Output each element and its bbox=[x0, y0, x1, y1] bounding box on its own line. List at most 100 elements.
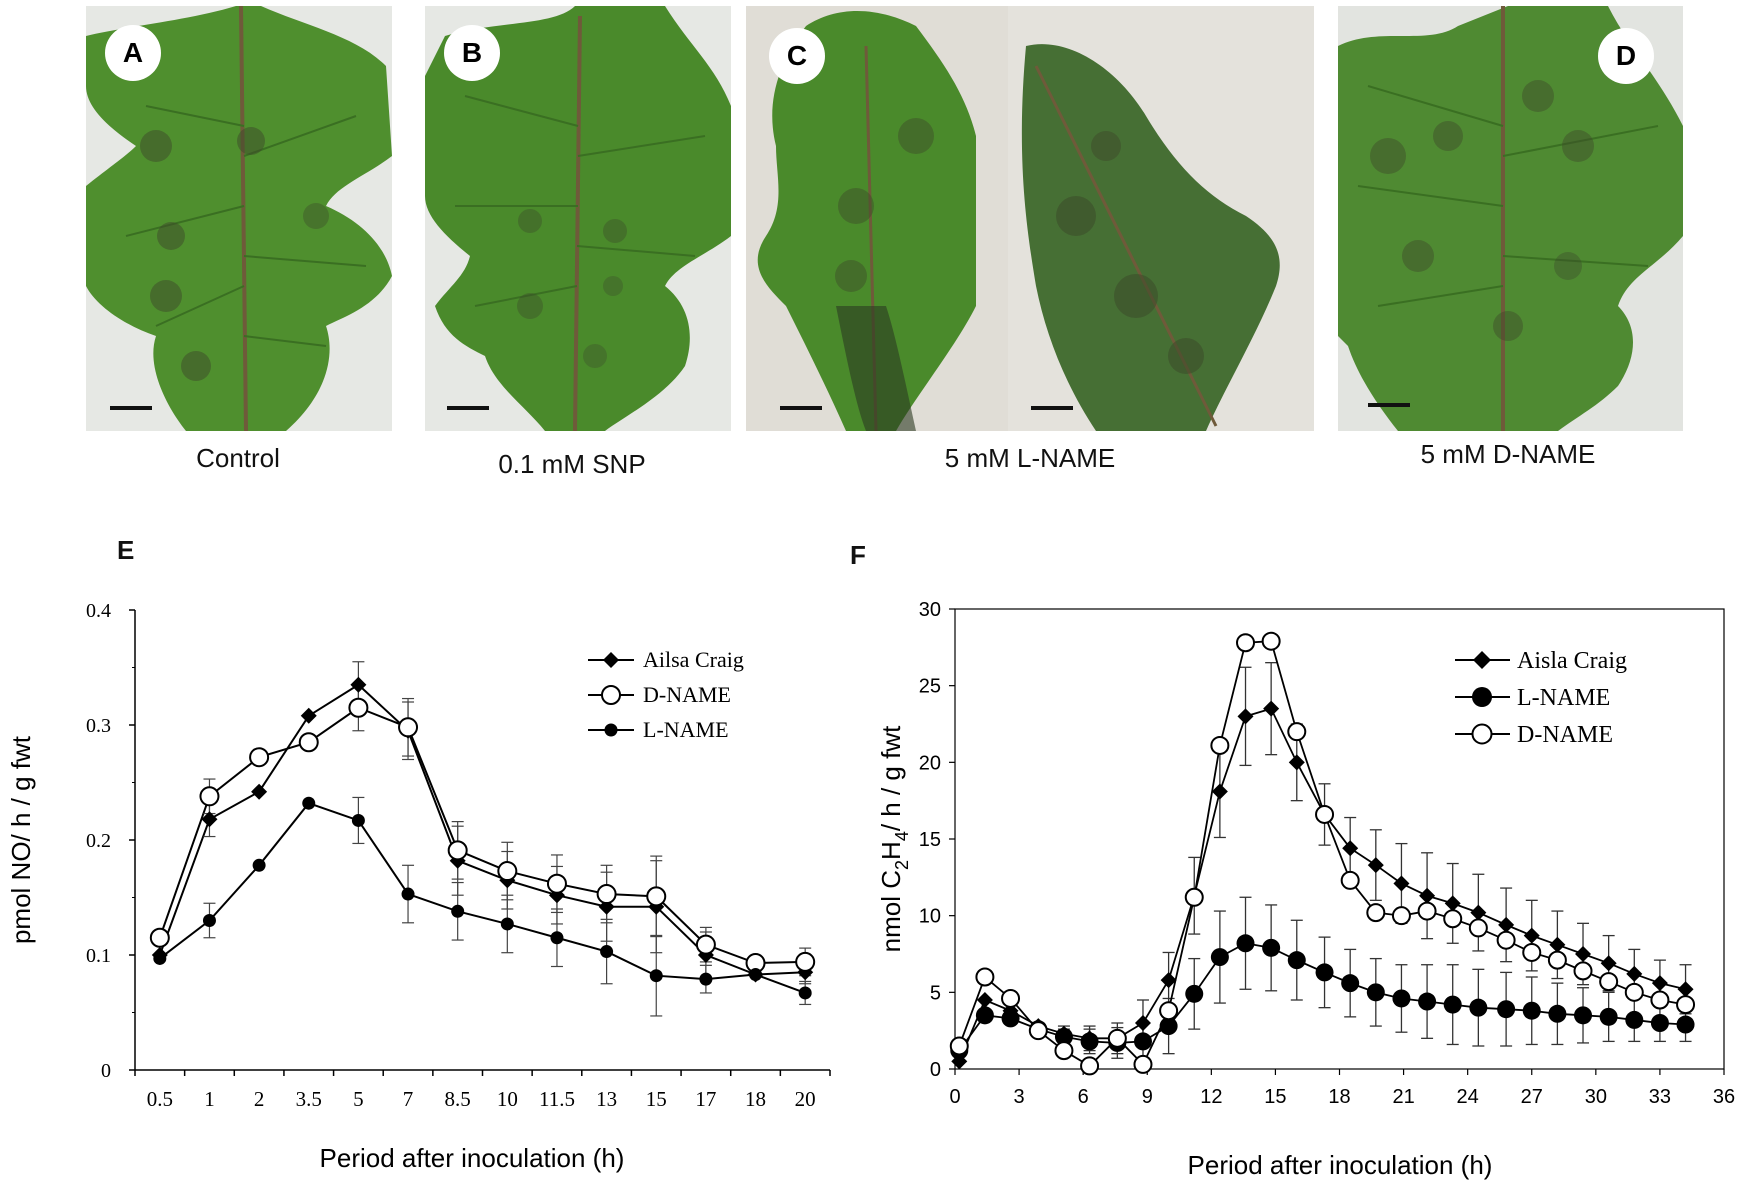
x-tick-label: 0 bbox=[949, 1086, 960, 1108]
caption-d-name: 5 mM D-NAME bbox=[1420, 439, 1596, 469]
y-tick-label: 30 bbox=[919, 599, 941, 621]
chart-label-f: F bbox=[850, 540, 866, 570]
legend-marker bbox=[1472, 687, 1492, 707]
data-point bbox=[1107, 1028, 1127, 1048]
x-tick-label: 0.5 bbox=[147, 1087, 173, 1111]
data-point bbox=[1444, 895, 1461, 912]
data-point bbox=[1626, 965, 1643, 982]
data-point bbox=[1185, 984, 1204, 1003]
y-tick-label: 0 bbox=[101, 1060, 111, 1082]
legend-marker bbox=[1471, 723, 1493, 745]
data-point bbox=[1523, 927, 1540, 944]
data-point bbox=[350, 676, 367, 693]
data-point bbox=[1133, 1032, 1152, 1051]
leaf-image-d bbox=[1338, 6, 1683, 431]
x-tick-label: 18 bbox=[1328, 1086, 1350, 1108]
data-point bbox=[1599, 1007, 1618, 1026]
data-point bbox=[1599, 972, 1619, 992]
y-axis-title: pmol NO/ h / g fwt bbox=[6, 735, 36, 944]
panel-label-d: D bbox=[1598, 28, 1654, 84]
data-point bbox=[302, 796, 316, 810]
y-tick-label: 0.1 bbox=[86, 945, 111, 967]
data-point bbox=[1469, 998, 1488, 1017]
data-point bbox=[1676, 995, 1696, 1015]
data-point bbox=[1054, 1027, 1073, 1046]
data-point bbox=[646, 886, 667, 907]
data-point bbox=[1341, 974, 1360, 993]
y-axis-title: nmol C2H4/ h / g fwt bbox=[876, 725, 912, 952]
data-point bbox=[199, 786, 220, 807]
y-tick-label: 0.2 bbox=[86, 830, 111, 852]
legend-label: L-NAME bbox=[1517, 685, 1610, 711]
data-point bbox=[1366, 983, 1385, 1002]
legend-label: D-NAME bbox=[643, 682, 731, 707]
x-tick-label: 11.5 bbox=[539, 1087, 575, 1111]
data-point bbox=[401, 887, 415, 901]
x-tick-label: 18 bbox=[745, 1087, 766, 1111]
x-tick-label: 24 bbox=[1457, 1086, 1479, 1108]
data-point bbox=[1340, 870, 1360, 890]
data-point bbox=[951, 1053, 968, 1070]
data-point bbox=[1133, 1054, 1153, 1074]
data-point bbox=[1468, 918, 1488, 938]
x-tick-label: 7 bbox=[403, 1087, 414, 1111]
data-point bbox=[1418, 992, 1437, 1011]
scale-bar bbox=[780, 406, 822, 410]
y-tick-label: 0 bbox=[930, 1059, 941, 1081]
x-tick-label: 10 bbox=[497, 1087, 518, 1111]
data-point bbox=[202, 914, 216, 927]
leaf-image-b bbox=[425, 6, 731, 431]
data-point bbox=[1160, 972, 1177, 989]
x-tick-label: 17 bbox=[695, 1087, 716, 1111]
x-tick-label: 21 bbox=[1392, 1086, 1414, 1108]
data-point bbox=[1263, 700, 1280, 717]
data-point bbox=[1676, 1015, 1695, 1034]
legend-marker bbox=[603, 652, 619, 668]
data-point bbox=[1261, 631, 1281, 651]
x-tick-label: 2 bbox=[254, 1087, 265, 1111]
data-point bbox=[201, 811, 218, 828]
data-point bbox=[1134, 1015, 1151, 1031]
x-tick-label: 1 bbox=[204, 1087, 215, 1111]
data-point bbox=[1549, 936, 1566, 953]
panel-label-a: A bbox=[105, 25, 161, 81]
data-point bbox=[1028, 1021, 1048, 1041]
data-point bbox=[500, 917, 514, 931]
chart-label-e: E bbox=[117, 535, 135, 565]
legend-marker bbox=[601, 685, 621, 705]
data-point bbox=[1600, 955, 1617, 972]
panel-label-b: B bbox=[444, 25, 500, 81]
data-point bbox=[699, 972, 713, 986]
photo-panel-c: C bbox=[746, 6, 1314, 431]
y-tick-label: 15 bbox=[919, 829, 941, 851]
data-point bbox=[795, 951, 816, 972]
data-point bbox=[153, 951, 167, 965]
data-point bbox=[975, 1006, 994, 1025]
data-point bbox=[1625, 1010, 1644, 1029]
data-point bbox=[1393, 875, 1410, 892]
data-point bbox=[300, 707, 317, 724]
x-axis-title: Period after inoculation (h) bbox=[320, 1143, 625, 1173]
data-point bbox=[976, 992, 993, 1008]
data-point bbox=[695, 934, 716, 955]
data-point bbox=[298, 732, 319, 753]
data-point bbox=[1470, 904, 1487, 921]
scale-bar bbox=[1368, 403, 1410, 407]
data-point bbox=[649, 969, 663, 983]
data-point bbox=[550, 931, 564, 945]
data-point bbox=[1159, 1001, 1179, 1021]
photo-panel-a: A bbox=[86, 6, 392, 431]
data-point bbox=[1288, 754, 1305, 771]
panel-label-c: C bbox=[769, 28, 825, 84]
data-point bbox=[398, 717, 419, 738]
data-point bbox=[1342, 840, 1359, 857]
data-point bbox=[600, 945, 614, 959]
data-point bbox=[1315, 804, 1335, 824]
data-point bbox=[149, 927, 170, 948]
data-point bbox=[1391, 906, 1411, 926]
data-point bbox=[1236, 633, 1256, 653]
data-point bbox=[1496, 930, 1516, 950]
x-tick-label: 20 bbox=[795, 1087, 816, 1111]
data-point bbox=[1548, 1004, 1567, 1023]
data-point bbox=[1677, 981, 1694, 998]
